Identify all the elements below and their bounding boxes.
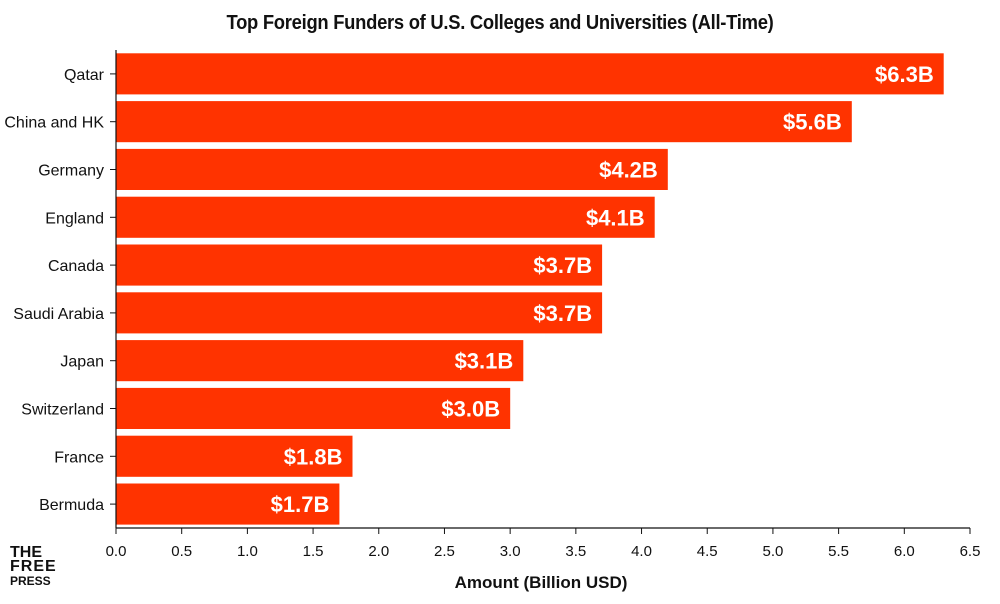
y-tick-label: France: [54, 449, 104, 466]
data-label: $3.0B: [441, 397, 500, 422]
data-label: $5.6B: [783, 110, 842, 135]
y-tick-label: China and HK: [4, 115, 104, 132]
x-axis-label: Amount (Billion USD): [455, 573, 628, 592]
x-tick-label: 1.0: [237, 543, 258, 560]
x-tick-label: 6.5: [960, 543, 981, 560]
x-tick-label: 4.0: [631, 543, 652, 560]
data-label: $1.7B: [271, 492, 330, 517]
y-tick-label: Saudi Arabia: [13, 306, 104, 323]
x-tick-label: 4.5: [697, 543, 718, 560]
y-tick-label: Qatar: [64, 67, 105, 84]
y-tick-label: Canada: [48, 258, 104, 275]
x-tick-label: 3.0: [500, 543, 521, 560]
x-tick-label: 2.0: [368, 543, 389, 560]
bar-france: [116, 435, 353, 477]
logo-line-press: PRESS: [10, 574, 51, 588]
x-tick-label: 5.0: [762, 543, 783, 560]
data-label: $1.8B: [284, 444, 343, 469]
x-tick-label: 5.5: [828, 543, 849, 560]
data-labels-layer: $6.3B $5.6B $4.2B $4.1B $3.7B $3.7B $3.1B $3.0B…: [271, 62, 934, 517]
data-label: $3.7B: [533, 253, 592, 278]
x-tick-label: 1.5: [303, 543, 324, 560]
y-tick-label: Germany: [38, 163, 104, 180]
bar-china-and-hk: [116, 101, 852, 143]
bar-saudi-arabia: [116, 292, 603, 334]
x-tick-label: 0.0: [106, 543, 127, 560]
data-label: $4.1B: [586, 205, 645, 230]
x-tick-label: 6.0: [894, 543, 915, 560]
x-tick-label: 2.5: [434, 543, 455, 560]
data-label: $3.1B: [455, 349, 514, 374]
data-label: $6.3B: [875, 62, 934, 87]
logo-line-free: FREE: [10, 558, 57, 575]
y-tick-label: Bermuda: [39, 497, 104, 514]
logo-line-the: THE: [10, 544, 42, 561]
data-label: $4.2B: [599, 158, 658, 183]
category-labels-layer: Qatar China and HK Germany England Canada Sau…: [4, 67, 104, 514]
bars-layer: [116, 53, 944, 525]
data-label: $3.7B: [533, 301, 592, 326]
bar-canada: [116, 244, 603, 286]
y-tick-label: Switzerland: [21, 402, 104, 419]
bar-bermuda: [116, 483, 340, 525]
bar-england: [116, 196, 655, 238]
chart-title: Top Foreign Funders of U.S. Colleges and…: [226, 12, 774, 34]
bar-qatar: [116, 53, 944, 95]
axes-layer: 0.0 0.5 1.0 1.5 2.0 2.5 3.0 3.5 4.0 4.5 5.0 5.5 6.0 6…: [106, 50, 981, 560]
y-tick-label: England: [45, 210, 104, 227]
bar-japan: [116, 340, 524, 382]
bar-germany: [116, 148, 668, 190]
the-free-press-logo: THE FREE PRESS: [10, 544, 57, 589]
bar-switzerland: [116, 387, 511, 429]
y-tick-label: Japan: [60, 354, 104, 371]
x-tick-label: 3.5: [565, 543, 586, 560]
x-tick-label: 0.5: [171, 543, 192, 560]
